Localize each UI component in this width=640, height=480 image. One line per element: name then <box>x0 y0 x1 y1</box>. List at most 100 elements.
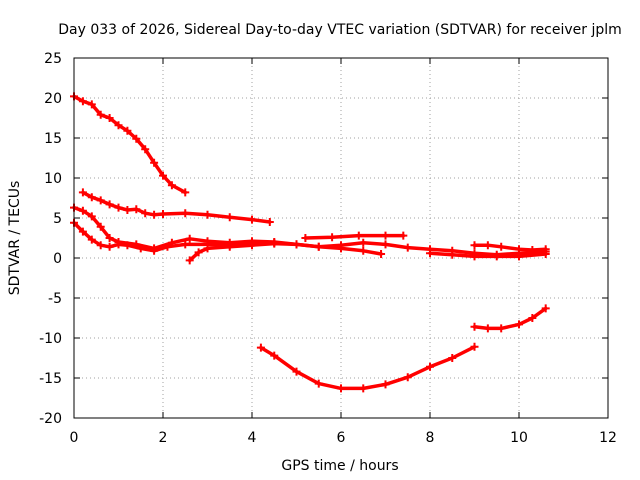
data-point <box>528 246 537 254</box>
data-point <box>448 250 457 259</box>
chart-title: Day 033 of 2026, Sidereal Day-to-day VTE… <box>58 22 622 38</box>
data-point <box>114 240 123 249</box>
data-point <box>159 171 167 180</box>
data-point <box>515 252 523 261</box>
x-tick-label: 2 <box>159 430 168 446</box>
data-point <box>403 243 412 252</box>
data-point <box>96 222 105 231</box>
data-point <box>541 250 550 258</box>
data-point <box>270 239 279 248</box>
y-tick-label: -5 <box>48 291 62 307</box>
y-tick-label: -20 <box>39 411 62 427</box>
data-point <box>78 206 87 215</box>
data-point <box>377 250 386 258</box>
data-point <box>497 324 506 333</box>
data-point <box>114 121 123 130</box>
data-point <box>105 234 114 242</box>
series-arc-8 <box>426 249 550 261</box>
plot-series <box>70 92 550 393</box>
y-tick-label: 20 <box>44 91 62 107</box>
data-point <box>123 241 132 250</box>
data-point <box>359 384 368 393</box>
data-point <box>381 240 390 249</box>
series-arc-3 <box>70 203 386 258</box>
data-point <box>448 354 457 362</box>
data-point <box>337 241 345 250</box>
data-point <box>185 234 194 243</box>
data-point <box>185 256 194 265</box>
data-point <box>403 373 412 382</box>
x-tick-label: 8 <box>426 430 435 446</box>
y-tick-label: 15 <box>44 131 62 147</box>
data-point <box>150 210 159 219</box>
data-point <box>87 212 96 221</box>
data-point <box>150 158 159 167</box>
series-arc-7 <box>470 241 550 254</box>
data-point <box>87 235 96 244</box>
y-axis-title: SDTVAR / TECUs <box>7 181 23 296</box>
series-line <box>259 345 477 391</box>
x-tick-label: 6 <box>337 430 346 446</box>
data-point <box>314 379 323 388</box>
data-point <box>399 231 408 240</box>
data-point <box>270 351 279 360</box>
x-axis-title: GPS time / hours <box>281 458 398 474</box>
data-point <box>265 218 274 226</box>
data-point <box>123 206 132 214</box>
data-point <box>132 205 141 214</box>
data-point <box>78 227 87 236</box>
data-point <box>292 240 301 249</box>
x-tick-label: 10 <box>510 430 528 446</box>
data-point <box>123 126 132 135</box>
series-arc-6 <box>301 231 408 242</box>
data-point <box>163 242 172 251</box>
series-arc-2 <box>78 188 274 226</box>
data-point <box>328 233 337 242</box>
data-point <box>203 210 212 219</box>
series-arc-10 <box>470 304 550 333</box>
data-point <box>426 249 434 258</box>
y-tick-label: 0 <box>53 251 62 267</box>
data-point <box>354 231 363 240</box>
data-point <box>194 248 203 257</box>
data-point <box>528 314 537 322</box>
data-point <box>159 210 167 218</box>
data-point <box>181 240 190 249</box>
data-point <box>96 196 105 205</box>
data-point <box>256 343 265 352</box>
series-arc-4 <box>70 218 301 255</box>
data-point <box>381 380 390 389</box>
data-point <box>483 324 492 333</box>
data-point <box>381 231 390 240</box>
data-point <box>541 304 550 313</box>
data-point <box>96 110 105 119</box>
data-point <box>470 322 479 331</box>
data-point <box>248 215 256 224</box>
data-point <box>114 203 123 212</box>
data-point <box>470 342 479 351</box>
y-tick-label: 5 <box>53 211 62 227</box>
data-point <box>515 245 523 254</box>
data-point <box>87 193 96 202</box>
x-tick-label: 12 <box>599 430 617 446</box>
data-point <box>292 367 301 376</box>
data-point <box>167 181 176 190</box>
y-tick-label: -15 <box>39 371 62 387</box>
data-point <box>314 242 323 251</box>
series-line <box>72 221 299 253</box>
series-arc-9 <box>256 342 479 393</box>
data-point <box>105 200 114 209</box>
data-point <box>225 242 234 251</box>
y-tick-label: 25 <box>44 51 62 67</box>
data-point <box>337 384 345 393</box>
data-point <box>483 241 492 250</box>
data-point <box>78 97 87 106</box>
data-point <box>301 234 310 242</box>
data-point <box>136 244 145 253</box>
data-point <box>497 242 506 251</box>
data-point <box>359 238 368 247</box>
data-point <box>181 209 190 218</box>
data-point <box>359 246 368 255</box>
